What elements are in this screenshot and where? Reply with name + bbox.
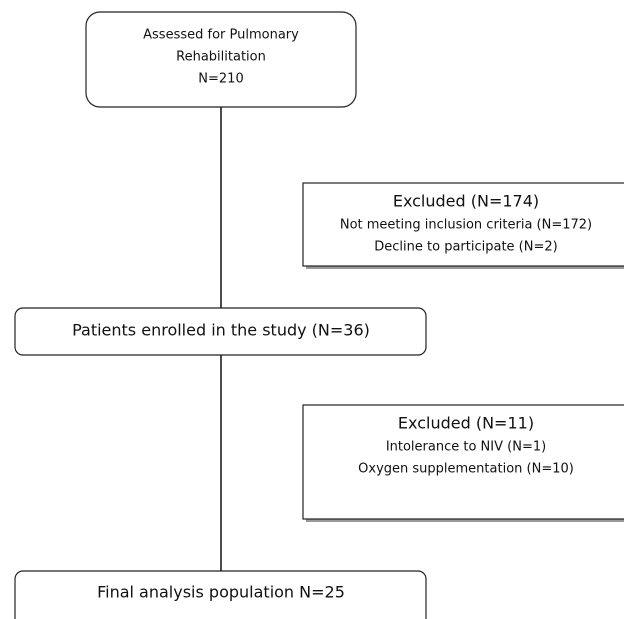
- node-text: Oxygen supplementation (N=10): [358, 462, 574, 477]
- node-text: Final analysis population N=25: [97, 583, 345, 602]
- node-text: Excluded (N=11): [398, 414, 534, 433]
- node-text: Patients enrolled in the study (N=36): [72, 321, 370, 340]
- node-text: N=210: [198, 72, 243, 87]
- exclusion-box: [302, 182, 624, 267]
- node-text: Rehabilitation: [176, 50, 266, 65]
- node-box: [14, 307, 427, 356]
- node-text: Excluded (N=174): [393, 192, 539, 211]
- node-text: Decline to participate (N=2): [374, 240, 557, 255]
- node-box: [85, 11, 357, 108]
- node-text: Not meeting inclusion criteria (N=172): [340, 218, 592, 233]
- node-text: Assessed for Pulmonary: [143, 28, 299, 43]
- exclusion-box: [302, 404, 624, 520]
- node-text: Intolerance to NIV (N=1): [386, 440, 546, 455]
- node-box: [14, 570, 427, 619]
